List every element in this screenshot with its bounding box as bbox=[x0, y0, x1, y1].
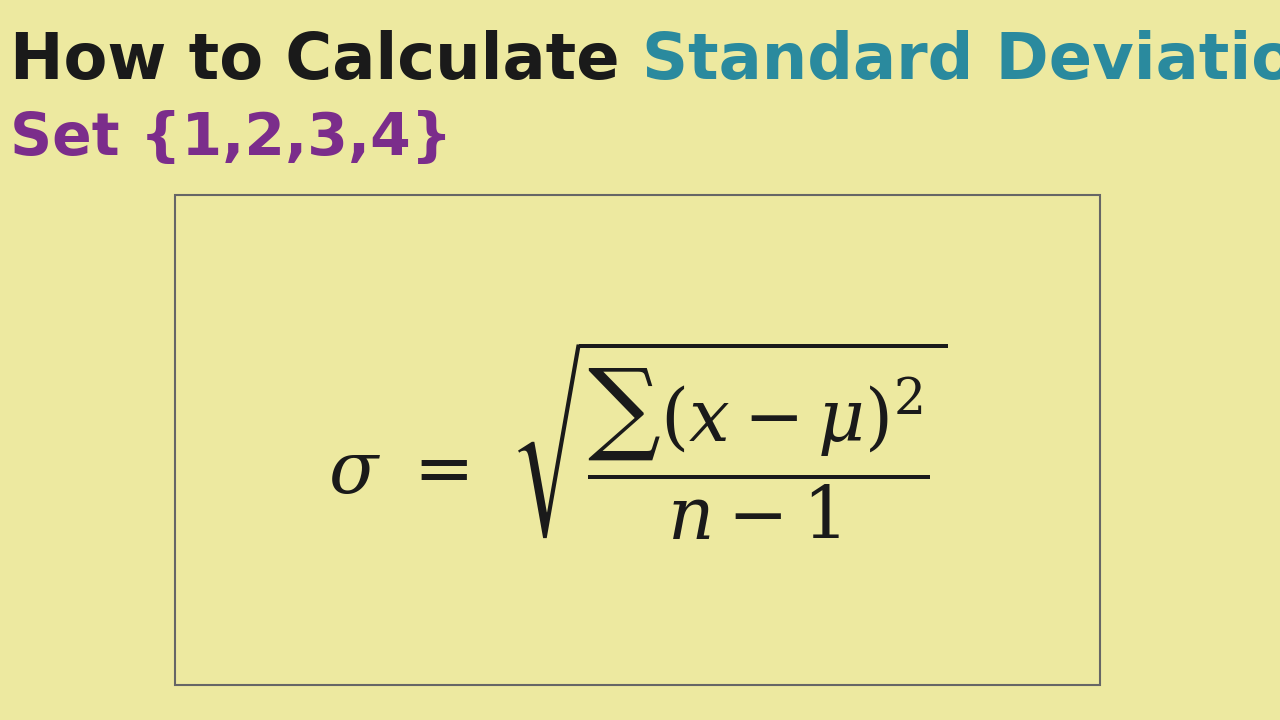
Text: How to Calculate: How to Calculate bbox=[10, 30, 641, 92]
Bar bbox=[175, 195, 1100, 685]
Text: Set {1,2,3,4}: Set {1,2,3,4} bbox=[10, 110, 452, 167]
Text: $\sigma\ =\ \sqrt{\dfrac{\sum(x-\mu)^{2}}{n-1}}$: $\sigma\ =\ \sqrt{\dfrac{\sum(x-\mu)^{2}… bbox=[328, 338, 947, 541]
Text: Standard Deviation: Standard Deviation bbox=[641, 30, 1280, 92]
